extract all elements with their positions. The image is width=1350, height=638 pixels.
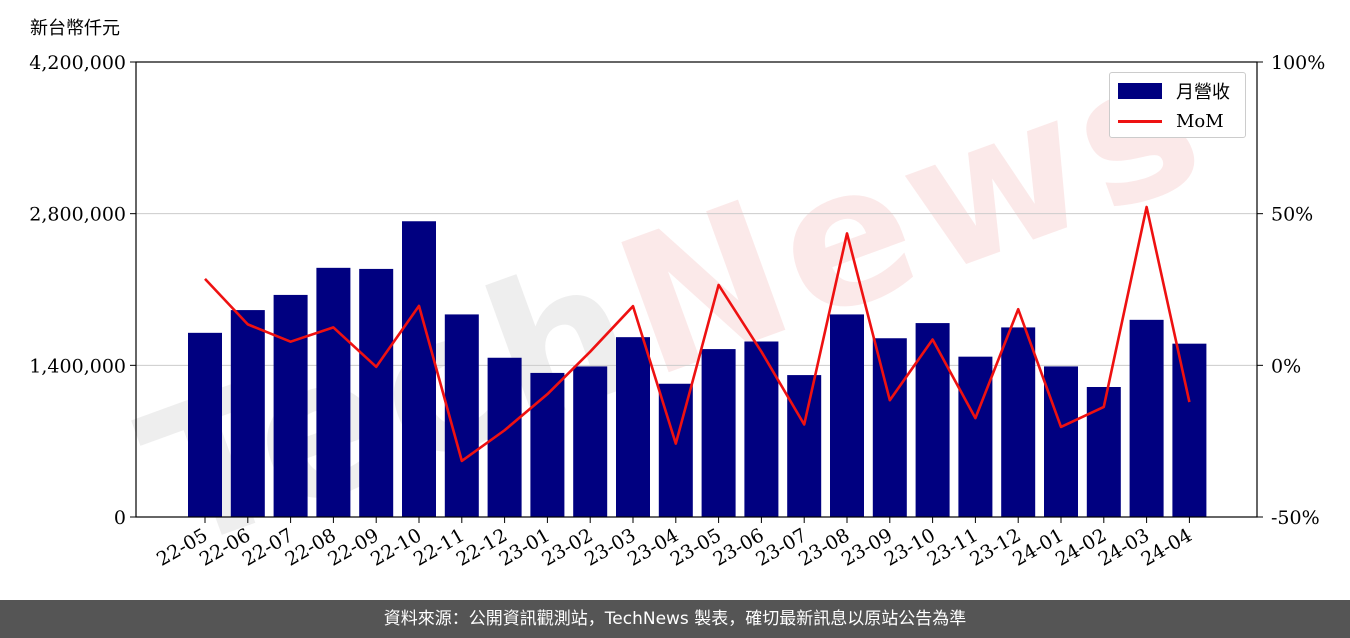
bar-22-10	[402, 221, 436, 517]
bar-22-06	[230, 310, 265, 517]
legend-item-revenue: 月營收	[1118, 79, 1230, 103]
plot-frame	[135, 61, 1258, 518]
left-tick-label: 1,400,000	[29, 355, 126, 377]
legend: 月營收 MoM	[1109, 72, 1246, 138]
unit-label: 新台幣仟元	[30, 18, 120, 39]
bar-24-03	[1129, 319, 1164, 517]
left-axis: 0 1,400,000 2,800,000 4,200,000	[29, 52, 136, 529]
bar-22-08	[316, 267, 351, 517]
bar-23-07	[787, 375, 822, 517]
bar-23-02	[573, 366, 608, 517]
bar-24-04	[1172, 343, 1207, 517]
right-axis: -50% 0% 50% 100%	[1257, 52, 1325, 529]
legend-label-mom: MoM	[1176, 110, 1224, 132]
bar-23-08	[830, 314, 864, 517]
left-tick-label: 4,200,000	[29, 52, 126, 74]
bar-23-03	[616, 337, 650, 517]
footer-source-note: 資料來源：公開資訊觀測站，TechNews 製表，確切最新訊息以原站公告為準	[0, 600, 1350, 638]
left-tick-label: 0	[114, 507, 126, 529]
right-tick-label: 0%	[1271, 355, 1301, 377]
mom-line	[204, 205, 1191, 463]
bar-24-02	[1086, 387, 1121, 517]
left-tick-label: 2,800,000	[29, 204, 126, 226]
bar-23-12	[1001, 327, 1036, 517]
bar-24-01	[1044, 366, 1078, 517]
x-tick-label: 24-04	[1137, 524, 1195, 570]
bar-23-01	[530, 372, 565, 517]
bar-23-09	[872, 338, 907, 517]
revenue-chart: 0 1,400,000 2,800,000 4,200,000 -50% 0% 50% 10…	[29, 52, 1325, 571]
bar-22-05	[188, 332, 222, 517]
right-tick-label: 100%	[1271, 52, 1325, 74]
bar-23-05	[701, 349, 736, 517]
bar-23-06	[744, 341, 779, 517]
mom-polyline	[204, 205, 1191, 463]
right-tick-label: -50%	[1271, 507, 1320, 529]
legend-swatch-line	[1118, 119, 1162, 123]
bar-23-11	[958, 356, 993, 517]
bar-23-10	[915, 323, 950, 517]
legend-label-revenue: 月營收	[1176, 82, 1230, 103]
legend-swatch-bar	[1118, 83, 1162, 99]
x-axis: 22-0522-0622-0722-0822-0922-1022-1122-12…	[153, 517, 1196, 571]
right-tick-label: 50%	[1271, 204, 1313, 226]
bar-22-07	[273, 294, 308, 517]
legend-item-mom: MoM	[1118, 109, 1224, 133]
bar-22-09	[359, 268, 394, 517]
